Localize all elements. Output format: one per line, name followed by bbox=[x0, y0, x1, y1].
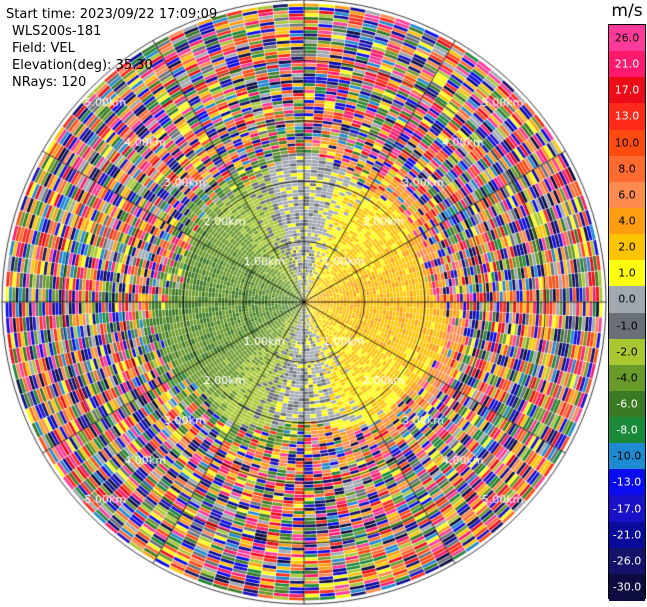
colorbar-segment bbox=[609, 181, 645, 209]
colorbar: 26.0 21.0 17.0 13.0 10.0 8.0 6.0 4.0 2.0 1.0 0.0 -1… bbox=[608, 24, 646, 601]
colorbar-tick-label: -6.0 bbox=[616, 397, 638, 411]
nrays-label: NRays: 120 bbox=[12, 75, 87, 90]
colorbar-tick-label: -4.0 bbox=[616, 371, 638, 385]
colorbar-segment bbox=[609, 286, 645, 314]
colorbar-tick-label: 4.0 bbox=[618, 214, 636, 228]
colorbar-tick-label: 0.0 bbox=[618, 292, 636, 306]
colorbar-segment bbox=[609, 25, 645, 53]
colorbar-segment bbox=[609, 155, 645, 183]
colorbar-tick-label: -13.0 bbox=[612, 475, 642, 489]
colorbar-segment bbox=[609, 417, 645, 445]
elevation-label: Elevation(deg): 35.30 bbox=[12, 58, 153, 73]
colorbar-tick-label: -1.0 bbox=[616, 319, 638, 333]
colorbar-segment bbox=[609, 338, 645, 366]
colorbar-segment bbox=[609, 77, 645, 105]
colorbar-segment bbox=[609, 443, 645, 471]
colorbar-segment bbox=[609, 260, 645, 288]
colorbar-tick-label: -30.0 bbox=[612, 580, 642, 594]
colorbar-tick-label: 10.0 bbox=[614, 136, 640, 150]
colorbar-tick-label: 26.0 bbox=[614, 31, 640, 45]
colorbar-segment bbox=[609, 234, 645, 262]
colorbar-segment bbox=[609, 51, 645, 79]
colorbar-segment bbox=[609, 495, 645, 523]
field-label: Field: VEL bbox=[12, 41, 75, 56]
colorbar-tick-label: -17.0 bbox=[612, 502, 642, 516]
colorbar-tick-label: 6.0 bbox=[618, 188, 636, 202]
colorbar-segment bbox=[609, 547, 645, 575]
colorbar-segment bbox=[609, 312, 645, 340]
colorbar-segment bbox=[609, 469, 645, 497]
colorbar-tick-label: 1.0 bbox=[618, 266, 636, 280]
colorbar-segment bbox=[609, 521, 645, 549]
colorbar-segment bbox=[609, 390, 645, 419]
colorbar-tick-label: 8.0 bbox=[618, 162, 636, 176]
colorbar-tick-label: -26.0 bbox=[612, 554, 642, 568]
colorbar-tick-label: -2.0 bbox=[616, 345, 638, 359]
colorbar-tick-label: -21.0 bbox=[612, 528, 642, 542]
colorbar-segment bbox=[609, 364, 645, 392]
colorbar-segment bbox=[609, 129, 645, 157]
colorbar-tick-label: -10.0 bbox=[612, 449, 642, 463]
colorbar-tick-label: 21.0 bbox=[614, 57, 640, 71]
colorbar-tick-label: 17.0 bbox=[614, 83, 640, 97]
colorbar-tick-label: -8.0 bbox=[616, 423, 638, 437]
colorbar-segment bbox=[609, 207, 645, 236]
colorbar-segment bbox=[609, 103, 645, 131]
colorbar-tick-label: 13.0 bbox=[614, 109, 640, 123]
colorbar-segment bbox=[609, 573, 645, 601]
instrument-label: WLS200s-181 bbox=[12, 24, 102, 39]
colorbar-title: m/s bbox=[611, 1, 643, 21]
colorbar-tick-label: 2.0 bbox=[618, 240, 636, 254]
start-time-label: Start time: 2023/09/22 17:09:09 bbox=[6, 7, 218, 22]
